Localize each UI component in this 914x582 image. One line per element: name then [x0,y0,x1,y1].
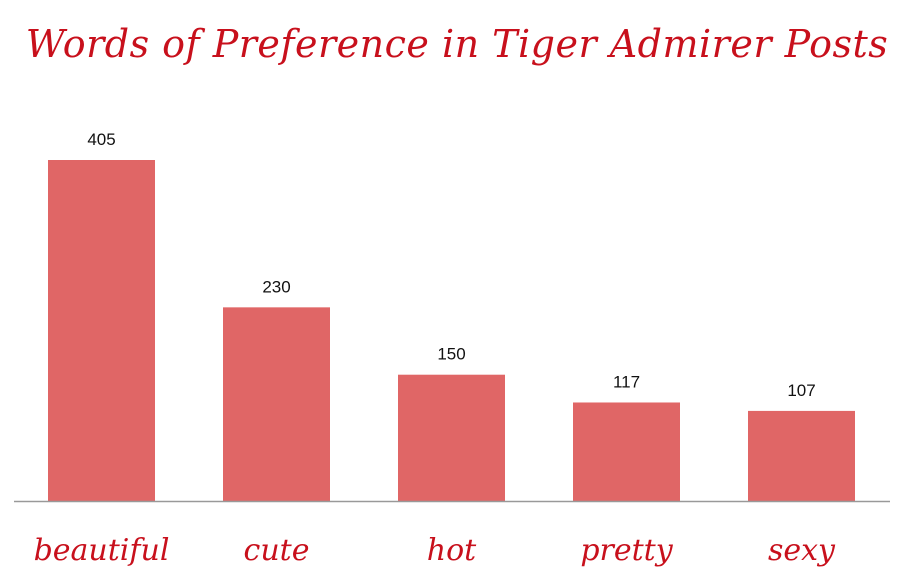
value-label-sexy: 107 [787,381,815,400]
value-label-pretty: 117 [613,372,640,391]
category-label-beautiful: beautiful [34,533,170,568]
chart-title: Words of Preference in Tiger Admirer Pos… [25,22,889,66]
value-label-hot: 150 [437,345,465,364]
category-label-pretty: pretty [580,533,673,568]
bar-hot [398,374,505,501]
value-label-beautiful: 405 [87,130,115,149]
value-label-cute: 230 [262,277,290,296]
category-label-sexy: sexy [768,533,836,568]
bar-beautiful [48,160,155,501]
category-label-cute: cute [244,533,310,568]
bar-sexy [748,410,855,501]
category-label-hot: hot [427,533,477,568]
bar-cute [223,307,330,501]
bar-pretty [573,402,680,501]
